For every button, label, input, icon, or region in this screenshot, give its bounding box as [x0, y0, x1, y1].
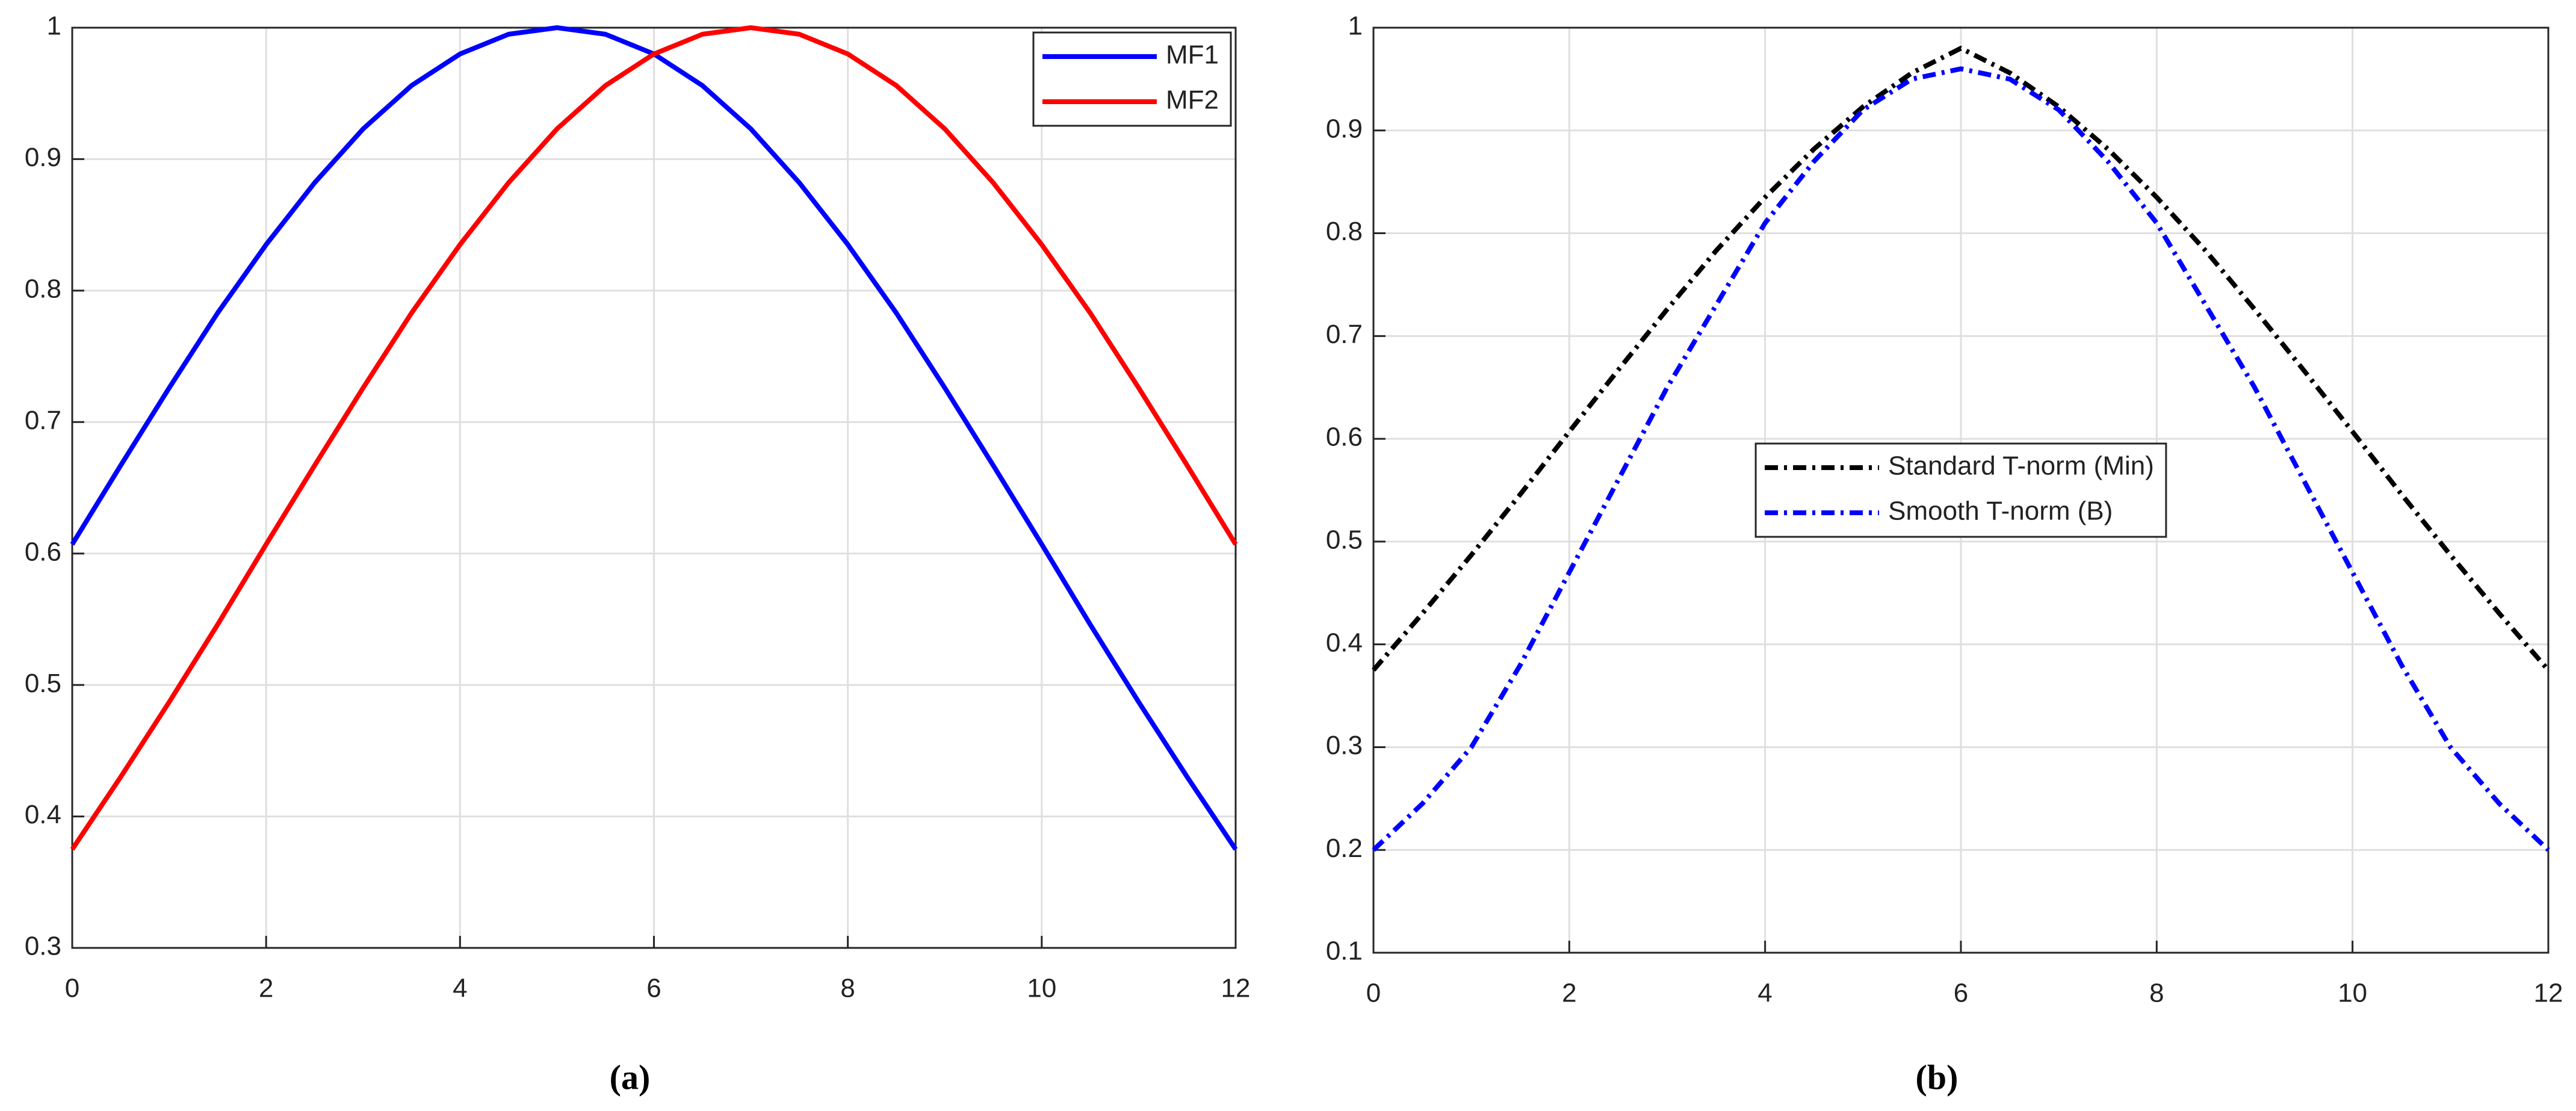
y-tick-label: 0.4: [1326, 628, 1363, 657]
y-tick-label: 0.9: [25, 143, 61, 172]
y-tick-label: 0.3: [25, 932, 61, 961]
y-tick-label: 0.3: [1326, 731, 1363, 760]
y-tick-label: 0.4: [25, 800, 61, 829]
legend-box: [1032, 31, 1232, 127]
y-tick-label: 0.2: [1326, 834, 1363, 863]
y-tick-label: 1: [1348, 11, 1363, 41]
y-tick-label: 0.7: [1326, 320, 1363, 349]
y-tick-label: 0.9: [1326, 114, 1363, 143]
x-tick-label: 4: [453, 974, 467, 1003]
line-series: [70, 25, 1238, 851]
axes-frame: [71, 26, 1237, 949]
y-tick-label: 0.5: [1326, 525, 1363, 555]
x-tick-label: 0: [1366, 979, 1381, 1008]
legend-box: [1754, 442, 2167, 538]
line-series: [1371, 46, 2551, 672]
x-tick-label: 6: [1954, 979, 1968, 1008]
x-tick-label: 8: [840, 974, 855, 1003]
chart: 0 2 4 6 8 10 12 0.1 0.2 0.3 0.4 0.5 0.6 0.7 0.8 0.9 1 (b)…: [1326, 11, 2563, 1097]
legend: Standard T-norm (Min) Smooth T-norm (B): [1754, 442, 2167, 538]
chart: 0 2 4 6 8 10 12 0.3 0.4 0.5 0.6 0.7 0.8 0.9 1 (a) MF1 MF2: [25, 11, 1251, 1097]
y-tick-label: 0.8: [25, 274, 61, 303]
legend: MF1 MF2: [1032, 31, 1232, 127]
y-tick-label: 0.5: [25, 669, 61, 698]
legend-label: Standard T-norm (Min): [1888, 451, 2154, 481]
y-tick-label: 0.6: [25, 537, 61, 566]
y-tick-label: 0.7: [25, 406, 61, 435]
x-tick-label: 10: [1027, 974, 1056, 1003]
legend-label: MF1: [1166, 40, 1219, 70]
line-series: [1372, 66, 2550, 852]
caption: (b): [1916, 1057, 1958, 1097]
x-tick-label: 12: [1221, 974, 1251, 1003]
y-tick-label: 1: [47, 11, 61, 41]
x-tick-label: 12: [2534, 979, 2563, 1008]
legend-label: MF2: [1166, 85, 1219, 115]
legend-label: Smooth T-norm (B): [1888, 497, 2113, 526]
x-tick-label: 6: [646, 974, 661, 1003]
y-tick-label: 0.1: [1326, 936, 1363, 966]
x-tick-label: 0: [65, 974, 79, 1003]
x-tick-label: 4: [1757, 979, 1772, 1008]
x-tick-label: 2: [259, 974, 273, 1003]
caption: (a): [610, 1057, 651, 1097]
x-tick-label: 10: [2338, 979, 2367, 1008]
axes-frame: [1372, 26, 2550, 954]
y-tick-label: 0.6: [1326, 422, 1363, 452]
x-tick-label: 2: [1562, 979, 1576, 1008]
y-tick-label: 0.8: [1326, 217, 1363, 246]
x-tick-label: 8: [2149, 979, 2164, 1008]
